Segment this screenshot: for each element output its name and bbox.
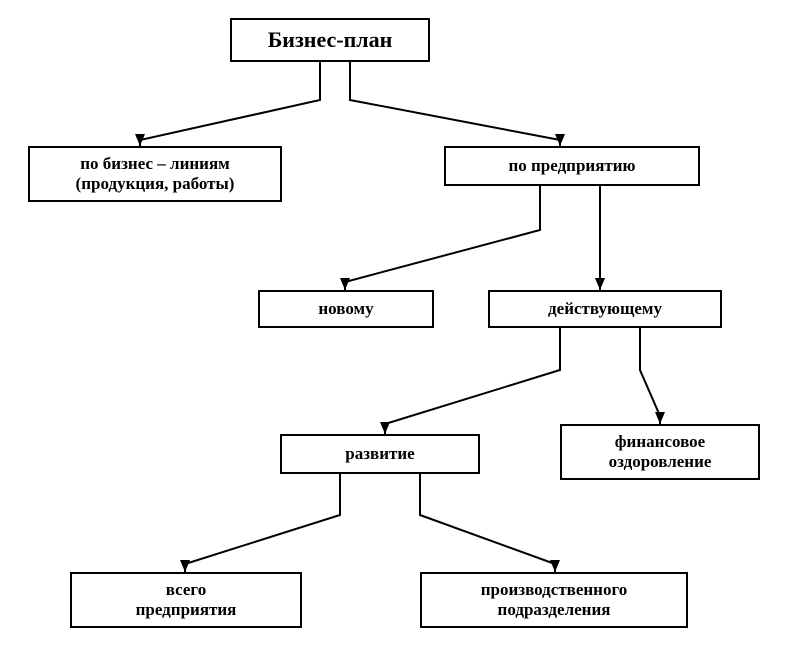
node-unit: производственного подразделения	[420, 572, 688, 628]
diagram-canvas: Бизнес-план по бизнес – линиям (продукци…	[0, 0, 800, 666]
node-root: Бизнес-план	[230, 18, 430, 62]
node-bizlines: по бизнес – линиям (продукция, работы)	[28, 146, 282, 202]
node-new: новому	[258, 290, 434, 328]
edges-layer	[0, 0, 800, 666]
node-existing: действующему	[488, 290, 722, 328]
node-develop: развитие	[280, 434, 480, 474]
node-finheal: финансовое оздоровление	[560, 424, 760, 480]
node-enterprise: по предприятию	[444, 146, 700, 186]
node-whole: всего предприятия	[70, 572, 302, 628]
